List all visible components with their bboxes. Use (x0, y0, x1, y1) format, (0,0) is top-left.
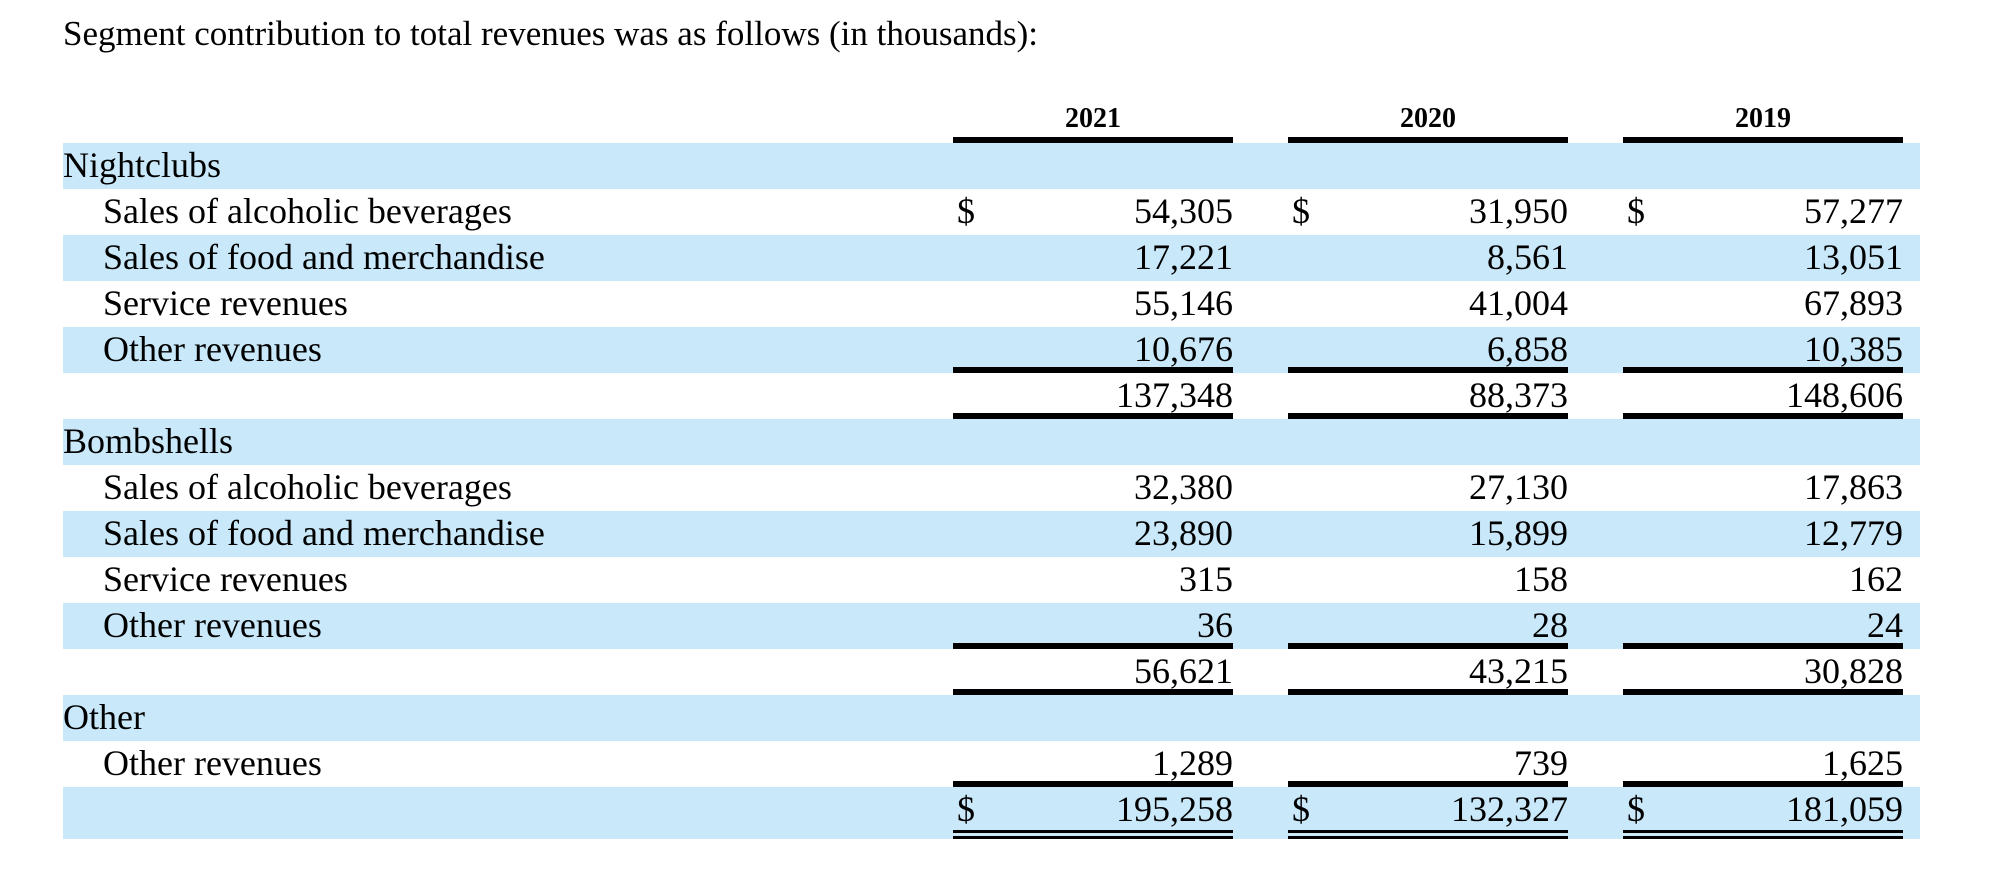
row-label: Service revenues (103, 283, 348, 323)
value-cell: 32,380 (1134, 467, 1233, 507)
subtotal-row-bombshells: 56,621 43,215 30,828 (63, 649, 1920, 695)
dollar-sign: $ (1292, 789, 1310, 829)
section-label: Bombshells (63, 421, 234, 461)
value-cell: 36 (953, 603, 1233, 649)
value-cell: 1,289 (953, 741, 1233, 787)
value-cell: 55,146 (1134, 283, 1233, 323)
table-row: Service revenues 315 158 162 (63, 557, 1920, 603)
table-caption: Segment contribution to total revenues w… (63, 14, 1038, 53)
dollar-sign: $ (957, 789, 975, 829)
value-cell: $31,950 (1288, 189, 1568, 235)
row-label: Sales of alcoholic beverages (103, 191, 512, 231)
table-row: Sales of food and merchandise 17,221 8,5… (63, 235, 1920, 281)
year-header-2020: 2020 (1288, 104, 1568, 143)
value-cell: $57,277 (1623, 189, 1903, 235)
subtotal-cell: 88,373 (1288, 373, 1568, 419)
subtotal-cell: 43,215 (1288, 649, 1568, 695)
dollar-sign: $ (1627, 789, 1645, 829)
dollar-sign: $ (1292, 191, 1310, 231)
value-cell: 315 (1179, 559, 1233, 599)
value-cell: 13,051 (1804, 237, 1903, 277)
table-row: Sales of food and merchandise 23,890 15,… (63, 511, 1920, 557)
segment-revenue-table: 2021 2020 2019 Nightclubs Sales of alcoh… (63, 88, 1920, 839)
section-row-other: Other (63, 695, 1920, 741)
row-label: Service revenues (103, 559, 348, 599)
dollar-sign: $ (1627, 191, 1645, 231)
value-cell: 15,899 (1469, 513, 1568, 553)
row-label: Other revenues (103, 329, 322, 369)
value-cell: 24 (1623, 603, 1903, 649)
year-header-2019: 2019 (1623, 104, 1903, 143)
value-cell: 67,893 (1804, 283, 1903, 323)
total-cell: $181,059 (1623, 787, 1903, 839)
table-row: Other revenues 1,289 739 1,625 (63, 741, 1920, 787)
grand-total-row: $195,258 $132,327 $181,059 (63, 787, 1920, 839)
value-cell: 10,676 (953, 327, 1233, 373)
table-row: Service revenues 55,146 41,004 67,893 (63, 281, 1920, 327)
section-label: Nightclubs (63, 145, 221, 185)
section-label: Other (63, 697, 145, 737)
value-cell: 28 (1288, 603, 1568, 649)
row-label: Sales of food and merchandise (103, 513, 545, 553)
value-cell: $54,305 (953, 189, 1233, 235)
table-row: Other revenues 10,676 6,858 10,385 (63, 327, 1920, 373)
row-label: Sales of food and merchandise (103, 237, 545, 277)
value-cell: 8,561 (1487, 237, 1568, 277)
total-cell: $195,258 (953, 787, 1233, 839)
value-cell: 27,130 (1469, 467, 1568, 507)
value-cell: 158 (1514, 559, 1568, 599)
value-cell: 41,004 (1469, 283, 1568, 323)
dollar-sign: $ (957, 191, 975, 231)
row-label: Sales of alcoholic beverages (103, 467, 512, 507)
total-cell: $132,327 (1288, 787, 1568, 839)
value-cell: 17,863 (1804, 467, 1903, 507)
table-row: Sales of alcoholic beverages 32,380 27,1… (63, 465, 1920, 511)
value-cell: 12,779 (1804, 513, 1903, 553)
value-cell: 162 (1849, 559, 1903, 599)
year-header-row: 2021 2020 2019 (63, 88, 1920, 143)
section-row-nightclubs: Nightclubs (63, 143, 1920, 189)
value-cell: 10,385 (1623, 327, 1903, 373)
subtotal-cell: 148,606 (1623, 373, 1903, 419)
row-label: Other revenues (103, 605, 322, 645)
year-header-2021: 2021 (953, 104, 1233, 143)
subtotal-row-nightclubs: 137,348 88,373 148,606 (63, 373, 1920, 419)
value-cell: 17,221 (1134, 237, 1233, 277)
value-cell: 1,625 (1623, 741, 1903, 787)
subtotal-cell: 56,621 (953, 649, 1233, 695)
subtotal-cell: 137,348 (953, 373, 1233, 419)
value-cell: 23,890 (1134, 513, 1233, 553)
row-label: Other revenues (103, 743, 322, 783)
subtotal-cell: 30,828 (1623, 649, 1903, 695)
value-cell: 6,858 (1288, 327, 1568, 373)
section-row-bombshells: Bombshells (63, 419, 1920, 465)
table-row: Sales of alcoholic beverages $54,305 $31… (63, 189, 1920, 235)
table-row: Other revenues 36 28 24 (63, 603, 1920, 649)
value-cell: 739 (1288, 741, 1568, 787)
